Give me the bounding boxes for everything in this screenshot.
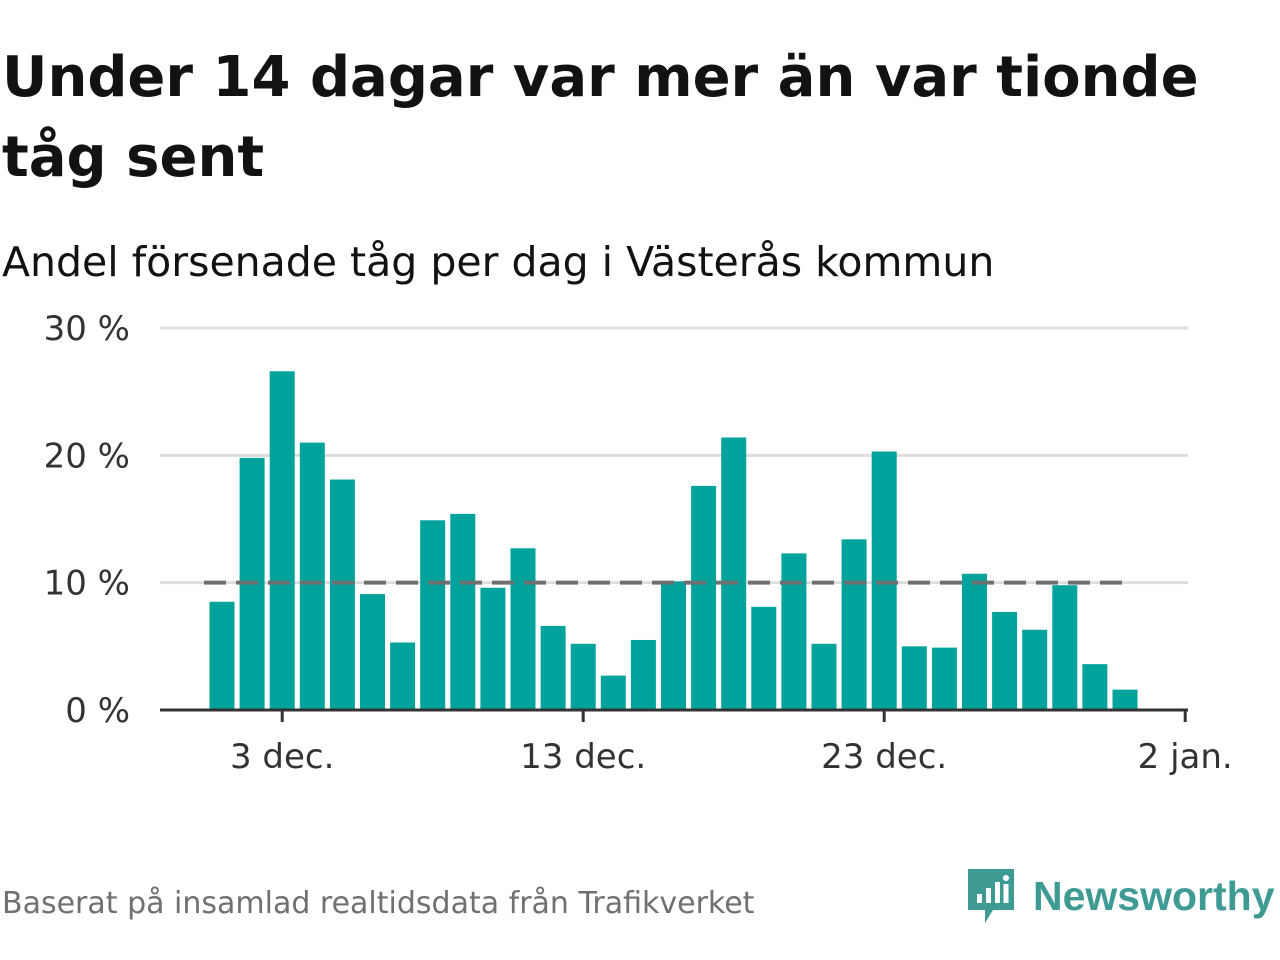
bar xyxy=(450,513,476,710)
brand-name: Newsworthy xyxy=(1033,872,1275,919)
bar xyxy=(360,594,385,710)
chart-title: Under 14 dagar var mer än var tionde tåg… xyxy=(2,45,1199,190)
bar xyxy=(811,643,837,710)
y-tick-label: 30 % xyxy=(44,309,130,349)
x-tick-label: 23 dec. xyxy=(821,737,947,777)
bar xyxy=(420,520,446,710)
bar xyxy=(691,485,717,710)
bar xyxy=(962,573,987,710)
bar xyxy=(510,548,536,710)
bar xyxy=(299,442,325,710)
bar xyxy=(480,587,506,710)
brand-logo[interactable]: Newsworthy xyxy=(965,866,1275,926)
bar xyxy=(751,606,777,710)
source-note: Baserat på insamlad realtidsdata från Tr… xyxy=(2,886,755,921)
bar xyxy=(841,539,867,710)
bar xyxy=(390,642,416,710)
y-tick-label: 0 % xyxy=(65,691,130,731)
bar xyxy=(721,437,747,710)
bar xyxy=(269,371,295,710)
y-tick-label: 20 % xyxy=(44,436,130,476)
chart-subtitle: Andel försenade tåg per dag i Västerås k… xyxy=(2,238,995,286)
bar xyxy=(540,625,566,710)
x-tick-label: 13 dec. xyxy=(520,737,646,777)
newsworthy-logo-icon xyxy=(968,869,1014,923)
axes: 0 % 10 % 20 % 30 % 3 dec. 13 dec. 23 dec. 2 jan… xyxy=(44,309,1233,777)
bar xyxy=(992,611,1018,710)
x-tick-label: 3 dec. xyxy=(230,737,334,777)
bar-chart: 0 % 10 % 20 % 30 % 3 dec. 13 dec. 23 dec. 2 jan… xyxy=(44,309,1233,777)
bar xyxy=(781,553,807,710)
bar xyxy=(661,581,686,710)
bar xyxy=(1112,689,1138,710)
bar xyxy=(630,639,656,710)
bar xyxy=(1022,629,1048,710)
bar xyxy=(901,646,927,710)
bar xyxy=(1052,585,1078,710)
bar xyxy=(570,643,596,710)
bars xyxy=(209,371,1138,710)
bar xyxy=(209,601,235,710)
bar xyxy=(1082,664,1108,710)
bar xyxy=(329,479,355,710)
bar xyxy=(600,675,626,710)
y-tick-label: 10 % xyxy=(44,564,130,604)
bar xyxy=(931,647,957,710)
x-tick-label: 2 jan. xyxy=(1138,737,1233,777)
